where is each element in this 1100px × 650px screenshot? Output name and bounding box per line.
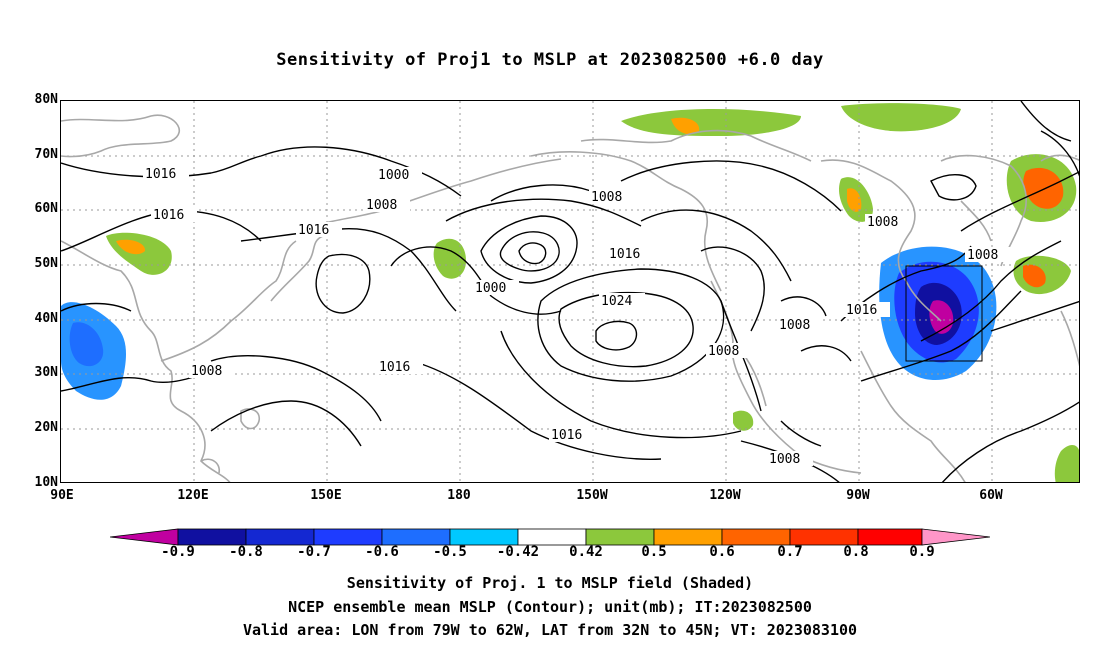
colorbar-label: 0.42 <box>569 544 603 560</box>
contour-label: 1008 <box>777 317 823 333</box>
contour-label: 1000 <box>473 280 519 296</box>
colorbar-label: 0.6 <box>709 544 735 560</box>
colorbar-label: -0.6 <box>365 544 399 560</box>
contour-label-text: 1008 <box>191 364 222 379</box>
contour-label-text: 1016 <box>298 223 329 238</box>
contour-label-text: 1016 <box>609 247 640 262</box>
contour-label: 1008 <box>364 197 410 213</box>
contour-label-text: 1008 <box>967 248 998 263</box>
colorbar-label: 0.5 <box>641 544 667 560</box>
contour-label: 1024 <box>599 293 645 309</box>
contour-label-text: 1008 <box>708 344 739 359</box>
shade-negative-eastus-peak <box>929 300 954 334</box>
contour-label-text: 1016 <box>846 303 877 318</box>
lat-label-60n: 60N <box>34 201 58 216</box>
contour-label-text: 1016 <box>551 428 582 443</box>
lat-label-70n: 70N <box>34 147 58 162</box>
colorbar-label: 0.7 <box>777 544 803 560</box>
caption-line-2: NCEP ensemble mean MSLP (Contour); unit(… <box>288 598 812 616</box>
contour-labels: 1016 1000 1016 1008 1008 1016 1000 1016 … <box>143 166 1011 467</box>
lat-label-50n: 50N <box>34 256 58 271</box>
lon-label-90w: 90W <box>846 488 870 503</box>
contour-label-text: 1016 <box>145 167 176 182</box>
lon-label-90e: 90E <box>50 488 74 503</box>
colorbar-label: -0.8 <box>229 544 263 560</box>
shade-positive-dateline <box>433 238 466 279</box>
colorbar-end-left <box>110 528 179 546</box>
contour-label: 1008 <box>965 247 1011 263</box>
contour-label-text: 1000 <box>378 168 409 183</box>
contour-label: 1016 <box>549 427 595 443</box>
shade-negative-asia-core <box>69 322 104 367</box>
colorbar-swatch <box>313 528 383 546</box>
lon-label-180: 180 <box>447 488 471 503</box>
shade-positive-atlantic-2-core <box>1023 264 1046 288</box>
shade-positive-arctic <box>621 109 801 136</box>
colorbar-label: -0.5 <box>433 544 467 560</box>
contour-label: 1008 <box>767 451 813 467</box>
contour-label: 1008 <box>189 363 235 379</box>
lon-label-120w: 120W <box>709 488 741 503</box>
colorbar-swatch <box>653 528 723 546</box>
contour-label: 1016 <box>607 246 653 262</box>
contour-label: 1000 <box>376 167 422 183</box>
shade-positive-atlantic-core <box>1023 167 1064 209</box>
contour-label-text: 1016 <box>153 208 184 223</box>
colorbar-swatch <box>857 528 923 546</box>
contour-label-text: 1008 <box>779 318 810 333</box>
contour-label: 1016 <box>143 166 189 182</box>
lat-label-40n: 40N <box>34 311 58 326</box>
contour-label-text: 1016 <box>379 360 410 375</box>
valid-area-box <box>905 265 983 362</box>
lat-label-80n: 80N <box>34 92 58 107</box>
lon-label-150w: 150W <box>576 488 608 503</box>
colorbar-label: 0.9 <box>909 544 935 560</box>
contour-label: 1008 <box>865 214 911 230</box>
colorbar-swatch <box>789 528 859 546</box>
colorbar-swatch <box>449 528 519 546</box>
contour-label: 1008 <box>706 343 752 359</box>
contour-label: 1016 <box>377 359 423 375</box>
contour-label-text: 1000 <box>475 281 506 296</box>
colorbar-end-right <box>921 528 990 546</box>
contour-label: 1016 <box>296 222 342 238</box>
colorbar-swatch <box>245 528 315 546</box>
lat-label-30n: 30N <box>34 365 58 380</box>
shade-positive-mexico <box>733 410 754 431</box>
colorbar-swatch <box>585 528 655 546</box>
map-svg: 1016 1000 1016 1008 1008 1016 1000 1016 … <box>61 101 1079 482</box>
shading-layer <box>61 103 1079 482</box>
contour-label: 1016 <box>844 302 890 318</box>
contour-label-text: 1008 <box>769 452 800 467</box>
shade-positive-gulf <box>1054 445 1079 482</box>
colorbar-label: -0.7 <box>297 544 331 560</box>
lon-label-120e: 120E <box>177 488 209 503</box>
contour-label: 1016 <box>151 207 197 223</box>
contour-label-text: 1008 <box>366 198 397 213</box>
lon-label-60w: 60W <box>979 488 1003 503</box>
shade-positive-canada-core <box>847 188 862 212</box>
shade-positive-centralasia-core <box>116 239 146 255</box>
contour-label-text: 1008 <box>591 190 622 205</box>
caption-line-1: Sensitivity of Proj. 1 to MSLP field (Sh… <box>346 574 754 592</box>
shade-positive-arctic-core <box>671 117 700 135</box>
lat-label-10n: 10N <box>34 475 58 490</box>
caption-line-3: Valid area: LON from 79W to 62W, LAT fro… <box>242 621 858 639</box>
lon-label-150e: 150E <box>310 488 342 503</box>
colorbar-label: 0.8 <box>843 544 869 560</box>
colorbar-swatch <box>381 528 451 546</box>
contour-label-text: 1024 <box>601 294 632 309</box>
colorbar-swatch <box>517 528 587 546</box>
shade-positive-arctic-2 <box>841 103 961 132</box>
map-title: Sensitivity of Proj1 to MSLP at 20230825… <box>276 50 824 70</box>
contour-label-text: 1008 <box>867 215 898 230</box>
map-panel: 1016 1000 1016 1008 1008 1016 1000 1016 … <box>60 100 1080 483</box>
contour-label: 1008 <box>589 189 635 205</box>
colorbar-swatch <box>721 528 791 546</box>
lat-label-20n: 20N <box>34 420 58 435</box>
colorbar-swatch <box>177 528 247 546</box>
colorbar-label: -0.42 <box>496 544 540 560</box>
colorbar-label: -0.9 <box>161 544 195 560</box>
colorbar <box>110 528 990 546</box>
